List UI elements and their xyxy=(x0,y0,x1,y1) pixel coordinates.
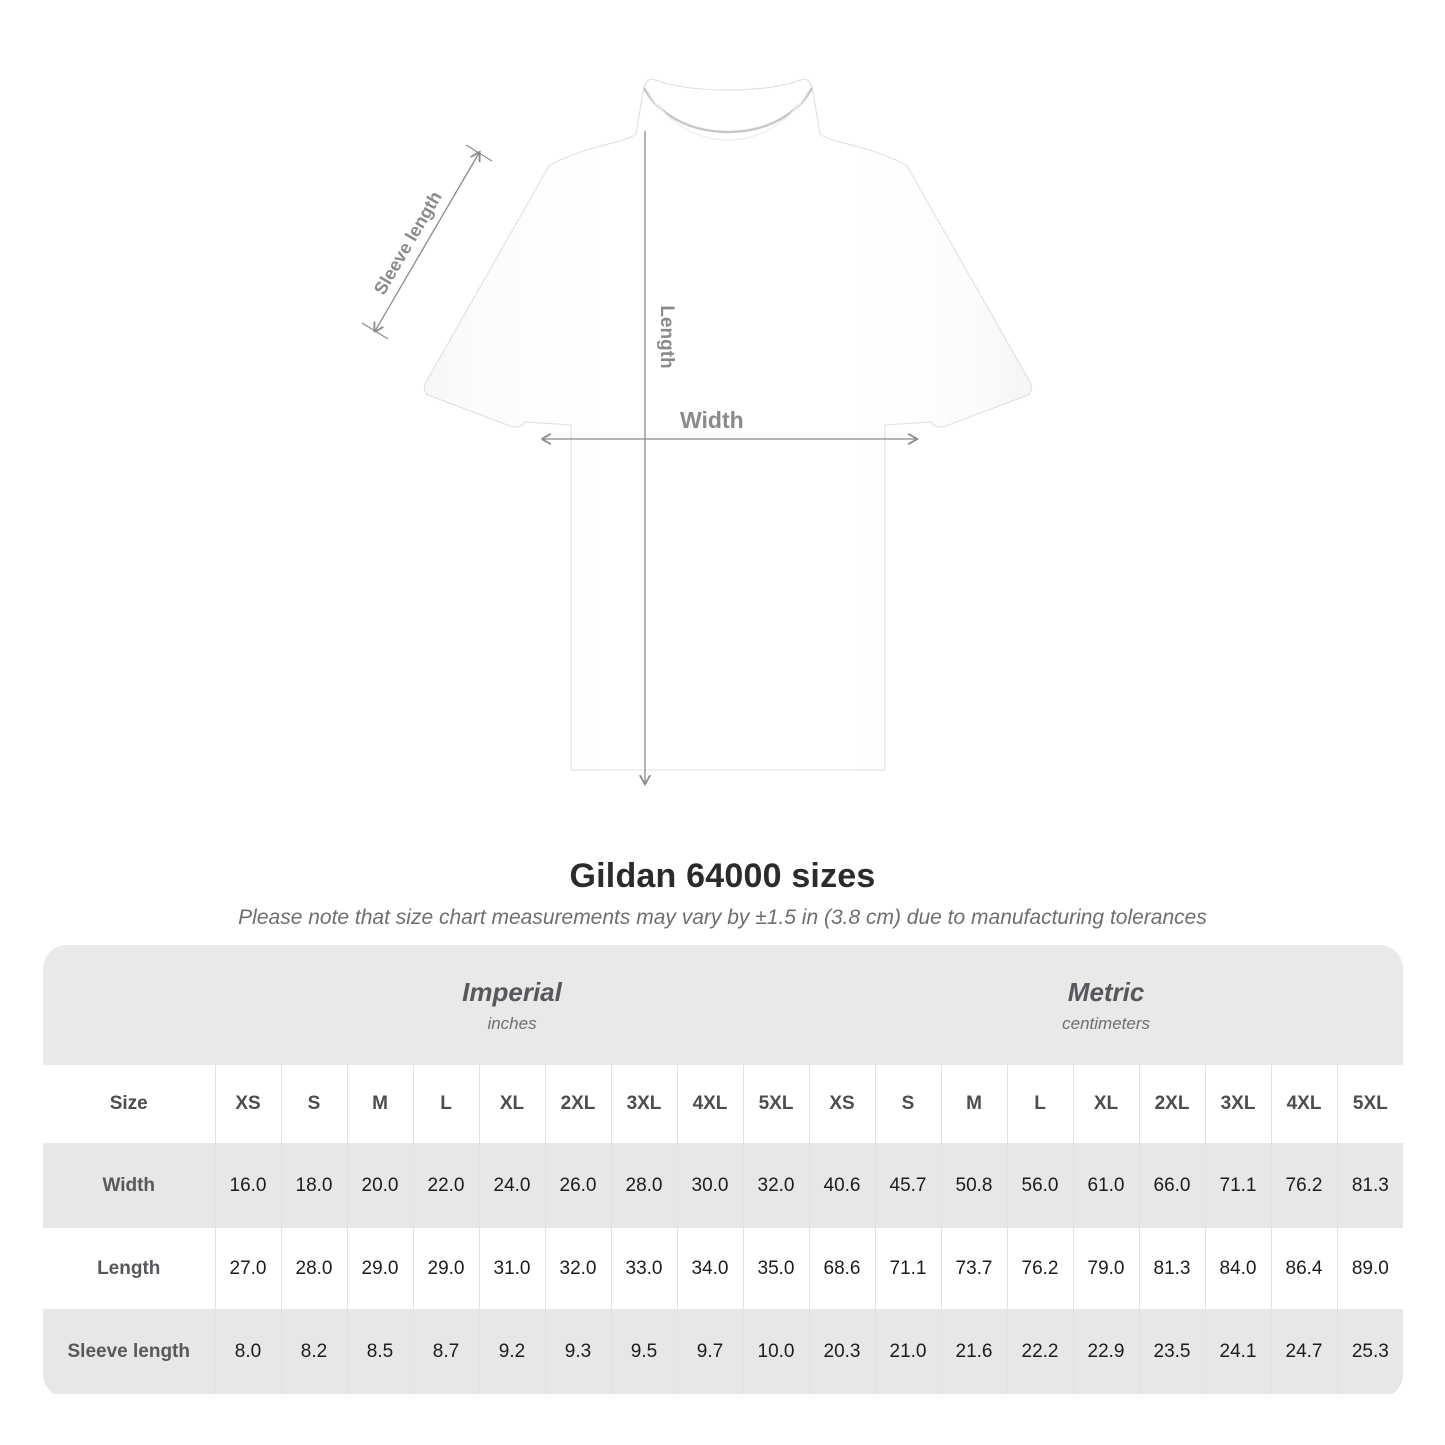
svg-text:Length: Length xyxy=(656,305,677,368)
svg-text:Width: Width xyxy=(680,407,744,433)
svg-text:Sleeve length: Sleeve length xyxy=(370,188,446,298)
